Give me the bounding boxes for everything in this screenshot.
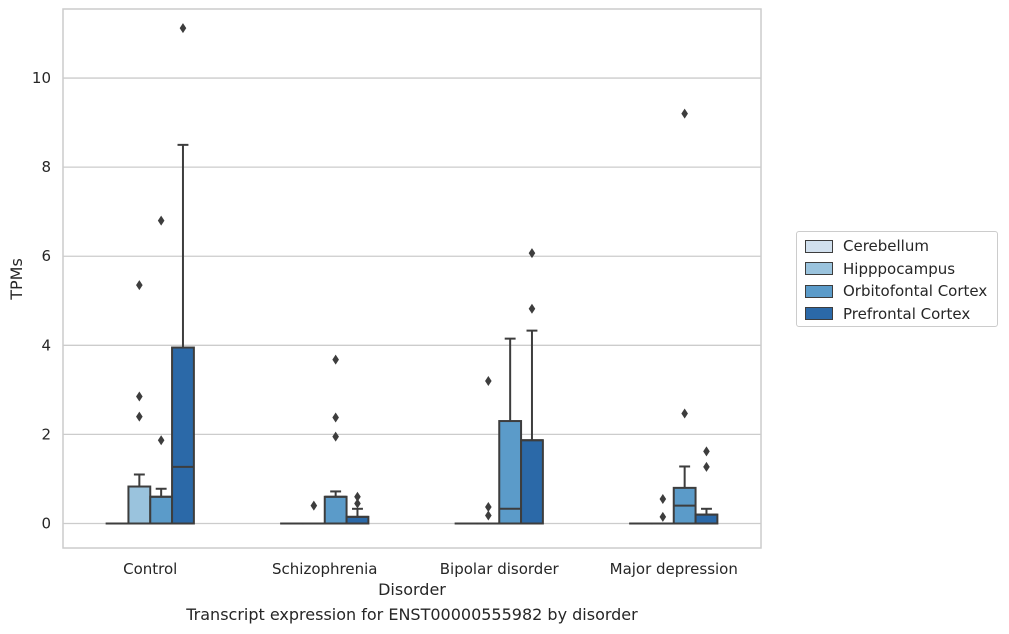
box bbox=[345, 515, 370, 525]
x-axis-label: Disorder bbox=[378, 580, 446, 599]
outlier-point bbox=[703, 461, 710, 472]
legend-item-cerebellum: Cerebellum bbox=[805, 235, 997, 258]
box bbox=[323, 495, 348, 525]
x-tick-label: Schizophrenia bbox=[272, 560, 377, 578]
legend: Cerebellum Hipppocampus Orbitofontal Cor… bbox=[796, 231, 998, 327]
box bbox=[149, 495, 174, 525]
outlier-point bbox=[703, 446, 710, 457]
outlier-point bbox=[332, 431, 339, 442]
outlier-point bbox=[528, 248, 536, 259]
outlier-point bbox=[681, 108, 688, 119]
outlier-point bbox=[354, 491, 361, 502]
plot-background bbox=[63, 9, 761, 548]
x-tick-label: Major depression bbox=[610, 560, 738, 578]
figure-caption: Transcript expression for ENST0000055598… bbox=[186, 605, 638, 624]
x-tick-labels: Control Schizophrenia Bipolar disorder Majo… bbox=[123, 560, 738, 578]
outlier-point bbox=[528, 303, 536, 314]
legend-swatch-prefrontal bbox=[805, 307, 833, 321]
legend-label-cerebellum: Cerebellum bbox=[843, 237, 929, 256]
legend-label-prefrontal: Prefrontal Cortex bbox=[843, 304, 971, 323]
y-tick-label: 2 bbox=[41, 425, 51, 443]
outlier-point bbox=[659, 494, 667, 504]
outlier-point bbox=[332, 412, 339, 423]
outlier-point bbox=[179, 23, 187, 34]
x-tick-label: Control bbox=[123, 560, 177, 578]
y-axis-label: TPMs bbox=[7, 258, 26, 301]
x-tick-label: Bipolar disorder bbox=[440, 560, 560, 578]
y-tick-label: 4 bbox=[41, 336, 51, 354]
outlier-point bbox=[485, 502, 492, 513]
outlier-point bbox=[136, 391, 143, 402]
plot-frame bbox=[62, 8, 762, 549]
legend-item-prefrontal: Prefrontal Cortex bbox=[805, 303, 997, 326]
outlier-point bbox=[659, 511, 667, 522]
outlier-point bbox=[354, 498, 361, 509]
outlier-point bbox=[157, 435, 165, 446]
y-tick-label: 8 bbox=[41, 158, 51, 176]
y-tick-label: 0 bbox=[41, 515, 51, 533]
y-tick-label: 6 bbox=[41, 247, 51, 265]
outlier-point bbox=[332, 354, 339, 365]
outlier-point bbox=[485, 375, 492, 386]
y-tick-labels: 0 2 4 6 8 10 bbox=[32, 69, 51, 532]
outlier-point bbox=[136, 411, 143, 422]
outlier-point bbox=[310, 500, 318, 511]
y-tick-label: 10 bbox=[32, 69, 51, 87]
legend-swatch-hippocampus bbox=[805, 262, 833, 276]
box bbox=[520, 439, 544, 525]
box bbox=[694, 513, 719, 525]
legend-swatch-orbitofrontal bbox=[805, 284, 833, 298]
legend-swatch-cerebellum bbox=[805, 239, 833, 253]
outlier-point bbox=[136, 280, 143, 291]
legend-label-orbitofrontal: Orbitofontal Cortex bbox=[843, 282, 988, 301]
box bbox=[171, 346, 195, 525]
legend-item-orbitofrontal: Orbitofontal Cortex bbox=[805, 280, 997, 303]
legend-item-hippocampus: Hipppocampus bbox=[805, 258, 997, 281]
boxes-layer bbox=[105, 23, 719, 525]
outlier-point bbox=[485, 510, 492, 521]
outlier-point bbox=[157, 215, 165, 226]
box bbox=[127, 485, 152, 525]
outlier-point bbox=[681, 408, 688, 419]
legend-label-hippocampus: Hipppocampus bbox=[843, 259, 956, 278]
